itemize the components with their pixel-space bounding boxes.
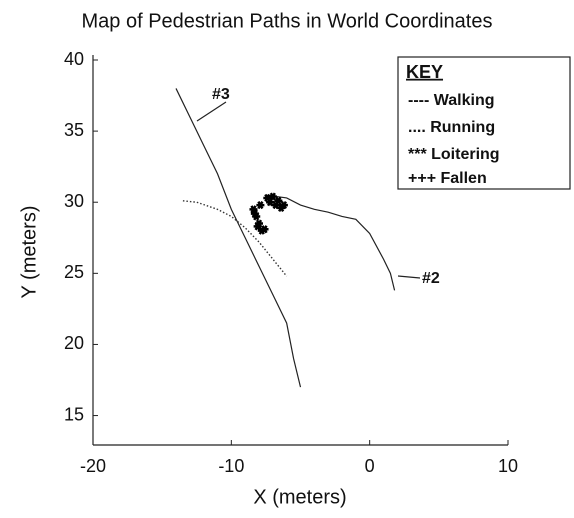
key-entry: .... Running <box>408 119 495 136</box>
loiter-star <box>268 192 277 201</box>
chart-title: Map of Pedestrian Paths in World Coordin… <box>82 10 493 32</box>
y-axis-label: Y (meters) <box>18 206 40 299</box>
x-axis-label: X (meters) <box>253 486 346 508</box>
y-tick-label: 25 <box>64 262 84 282</box>
loiter-star <box>253 222 262 231</box>
loiter-star <box>260 225 269 234</box>
path-label: #3 <box>212 86 230 103</box>
key-box <box>397 56 571 190</box>
x-tick-label: -20 <box>80 456 106 476</box>
path-line <box>265 194 396 291</box>
key-entry: +++ Fallen <box>408 170 487 187</box>
leader-line <box>196 101 227 122</box>
key-entry: ---- Walking <box>408 92 495 109</box>
y-tick-label: 30 <box>64 191 84 211</box>
loiter-star <box>250 209 259 218</box>
key-entry: *** Loitering <box>408 146 500 163</box>
x-tick-label: -10 <box>218 456 244 476</box>
y-tick-label: 40 <box>64 49 84 69</box>
y-tick-label: 20 <box>64 333 84 353</box>
path-line <box>182 200 288 277</box>
key-title: KEY <box>406 62 443 82</box>
y-tick-label: 35 <box>64 120 84 140</box>
loiter-star <box>274 196 283 205</box>
path-line <box>175 88 302 388</box>
x-tick-label: 10 <box>498 456 518 476</box>
x-tick-label: 0 <box>365 456 375 476</box>
path-label: #2 <box>422 270 440 287</box>
y-tick-label: 15 <box>64 404 84 424</box>
leader-line <box>397 275 421 279</box>
loiter-star <box>279 200 288 210</box>
loiter-star <box>256 200 265 210</box>
